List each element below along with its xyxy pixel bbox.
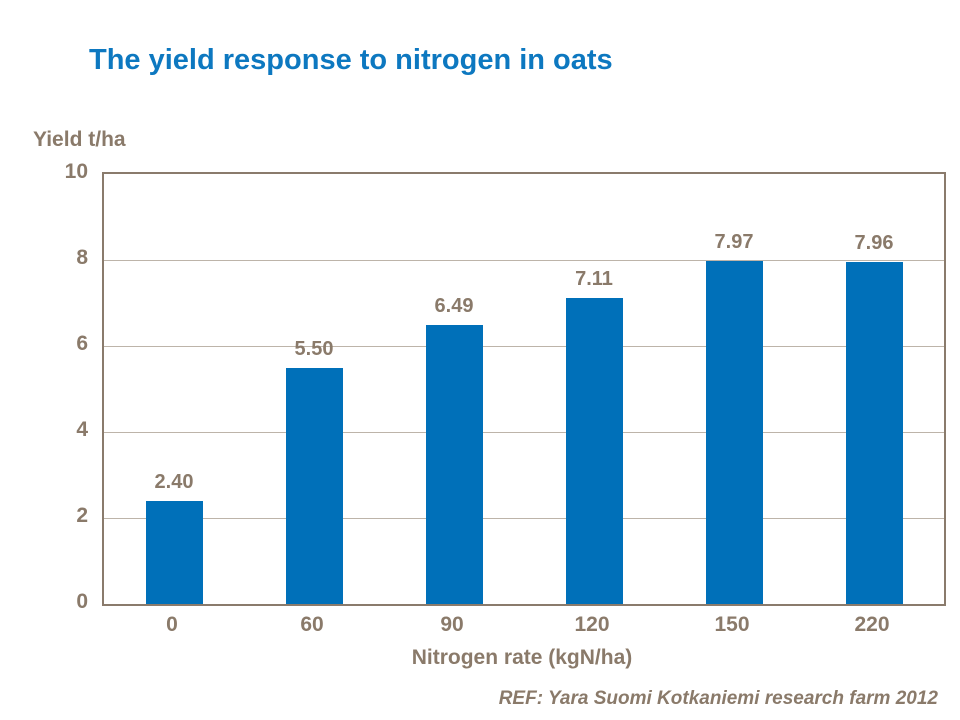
gridline <box>104 346 944 347</box>
x-tick-label: 0 <box>166 613 178 636</box>
bar <box>845 261 903 604</box>
bar-value-label: 5.50 <box>294 337 334 360</box>
bar-value-label: 7.96 <box>854 231 894 254</box>
plot-area: 2.40 5.50 6.49 7.11 7.97 7.96 <box>102 172 946 606</box>
gridline <box>104 432 944 433</box>
bar-value-label: 7.11 <box>575 268 613 291</box>
chart-title: The yield response to nitrogen in oats <box>89 44 613 76</box>
bar <box>425 324 483 604</box>
bar <box>565 298 623 604</box>
y-tick-label: 2 <box>76 504 88 527</box>
x-tick-label: 90 <box>440 613 464 636</box>
x-tick-label: 220 <box>854 613 890 636</box>
y-tick-label: 0 <box>76 590 88 613</box>
y-axis-label: Yield t/ha <box>33 128 126 151</box>
y-tick-label: 10 <box>64 160 88 183</box>
bar-value-label: 2.40 <box>154 470 194 493</box>
x-axis-title: Nitrogen rate (kgN/ha) <box>411 646 633 669</box>
reference-text: REF: Yara Suomi Kotkaniemi research farm… <box>498 688 938 709</box>
bar-value-label: 7.97 <box>714 231 754 254</box>
bar <box>705 261 763 604</box>
x-tick-label: 60 <box>300 613 324 636</box>
x-tick-label: 150 <box>714 613 750 636</box>
bar <box>285 367 343 604</box>
bar <box>145 500 203 604</box>
x-tick-label: 120 <box>574 613 610 636</box>
gridline <box>104 260 944 261</box>
y-tick-label: 4 <box>76 418 88 441</box>
y-tick-label: 6 <box>76 332 88 355</box>
gridline <box>104 518 944 519</box>
y-tick-label: 8 <box>76 246 88 269</box>
bar-value-label: 6.49 <box>434 294 474 317</box>
